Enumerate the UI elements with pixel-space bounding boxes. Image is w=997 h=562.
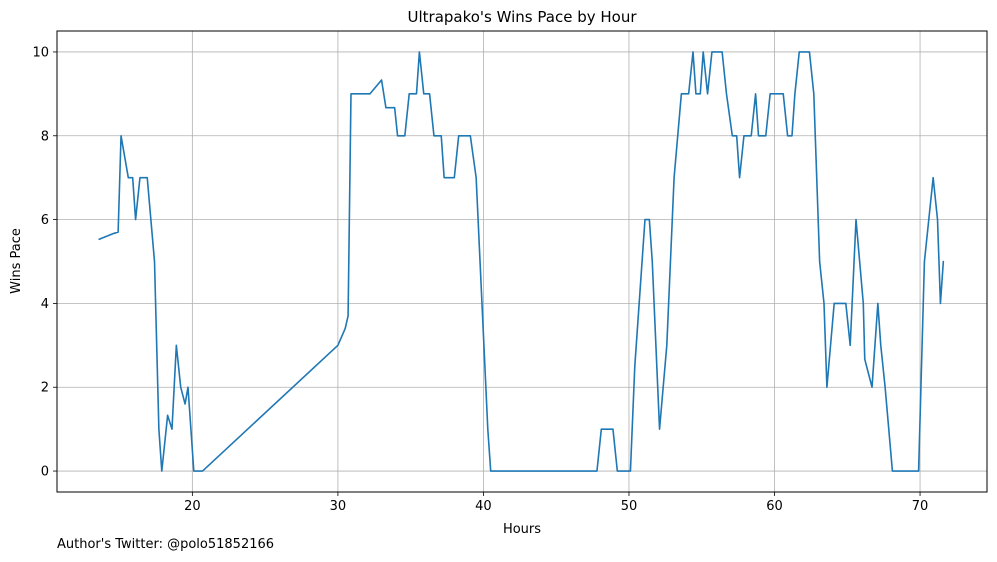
author-twitter-note: Author's Twitter: @polo51852166 [57,537,275,552]
x-axis-label: Hours [503,522,541,537]
x-tick-label: 70 [912,499,929,514]
series-line-0 [98,51,945,472]
y-tick-label: 0 [41,465,49,480]
chart-title: Ultrapako's Wins Pace by Hour [408,8,638,26]
x-tick-label: 60 [766,499,783,514]
y-tick-label: 10 [32,45,49,60]
x-tick-label: 20 [184,499,201,514]
y-tick-label: 2 [41,381,49,396]
x-tick-label: 40 [475,499,492,514]
y-tick-label: 6 [41,213,49,228]
series-layer [98,51,945,472]
axis-ticks: 20 30 40 50 60 70 0 2 4 6 8 10 [32,45,928,514]
plot-area-frame [56,30,988,493]
x-tick-label: 30 [330,499,347,514]
x-tick-label: 50 [621,499,638,514]
grid-lines [57,31,987,492]
y-axis-label: Wins Pace [9,228,24,294]
y-tick-label: 4 [41,297,49,312]
y-tick-label: 8 [41,129,49,144]
